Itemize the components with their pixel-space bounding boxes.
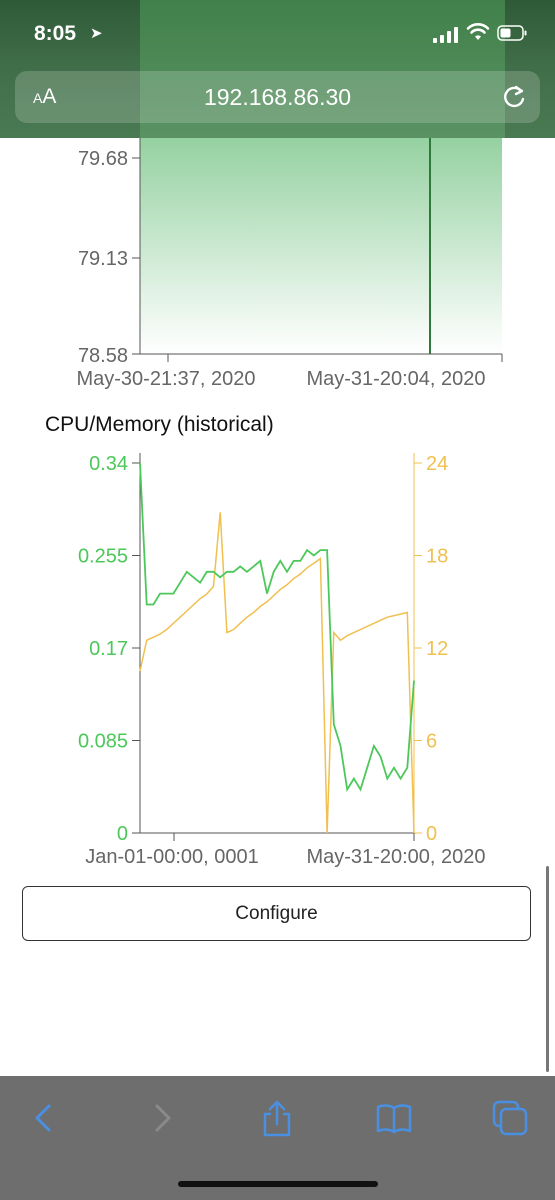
- chart1-y-tick: 78.58: [78, 345, 128, 367]
- chart2-right-tick: 0: [426, 823, 437, 845]
- configure-button[interactable]: Configure: [22, 886, 531, 941]
- chart2-right-tick: 6: [426, 731, 437, 753]
- chart1-y-tick: 79.68: [78, 148, 128, 170]
- header-chart-glow: [140, 0, 505, 138]
- scroll-indicator[interactable]: [546, 866, 549, 1072]
- cpu-memory-chart: 0.34 0.255 0.17 0.085 0 24 18 12 6 0 Jan-01-00:0…: [78, 453, 486, 868]
- chart2-left-tick: 0.255: [78, 546, 128, 568]
- chart2-x-tick: May-31-20:00, 2020: [306, 846, 485, 868]
- chart1-x-tick: May-31-20:04, 2020: [306, 368, 485, 390]
- chart2-left-tick: 0.34: [89, 453, 128, 475]
- cpu-series-line: [139, 462, 415, 793]
- back-chevron-icon[interactable]: [25, 1098, 65, 1138]
- chart1-x-tick: May-30-21:37, 2020: [76, 368, 255, 390]
- chart2-title: CPU/Memory (historical): [45, 413, 274, 436]
- chart2-x-tick: Jan-01-00:00, 0001: [85, 846, 258, 868]
- cellular-signal-icon: [433, 27, 459, 43]
- temperature-chart: 79.68 79.13 78.58 May-30-21:37, 2020 May…: [76, 138, 503, 390]
- location-arrow-icon: ➤: [90, 25, 103, 42]
- home-indicator[interactable]: [178, 1181, 378, 1187]
- bookmarks-icon[interactable]: [374, 1098, 414, 1138]
- reload-icon[interactable]: [500, 83, 528, 111]
- forward-chevron-icon[interactable]: [141, 1098, 181, 1138]
- url-bar[interactable]: AA 192.168.86.30: [15, 71, 540, 123]
- browser-header: 8:05 ➤ AA 192.168.86.30: [0, 0, 555, 138]
- url-text[interactable]: 192.168.86.30: [203, 84, 352, 110]
- chart2-left-tick: 0.17: [89, 638, 128, 660]
- chart2-right-tick: 18: [426, 546, 448, 568]
- chart2-right-tick: 12: [426, 638, 448, 660]
- chart1-y-tick: 79.13: [78, 248, 128, 270]
- chart2-left-tick: 0: [117, 823, 128, 845]
- chart1-area: [140, 138, 502, 354]
- wifi-icon: [466, 23, 490, 40]
- text-size-button[interactable]: AA: [33, 85, 57, 108]
- browser-toolbar: [0, 1076, 555, 1200]
- battery-icon: [497, 25, 527, 41]
- share-icon[interactable]: [257, 1098, 297, 1138]
- memory-series-line: [139, 512, 415, 834]
- status-time: 8:05: [34, 22, 77, 45]
- chart2-right-tick: 24: [426, 453, 448, 475]
- tabs-icon[interactable]: [490, 1098, 530, 1138]
- chart2-left-tick: 0.085: [78, 731, 128, 753]
